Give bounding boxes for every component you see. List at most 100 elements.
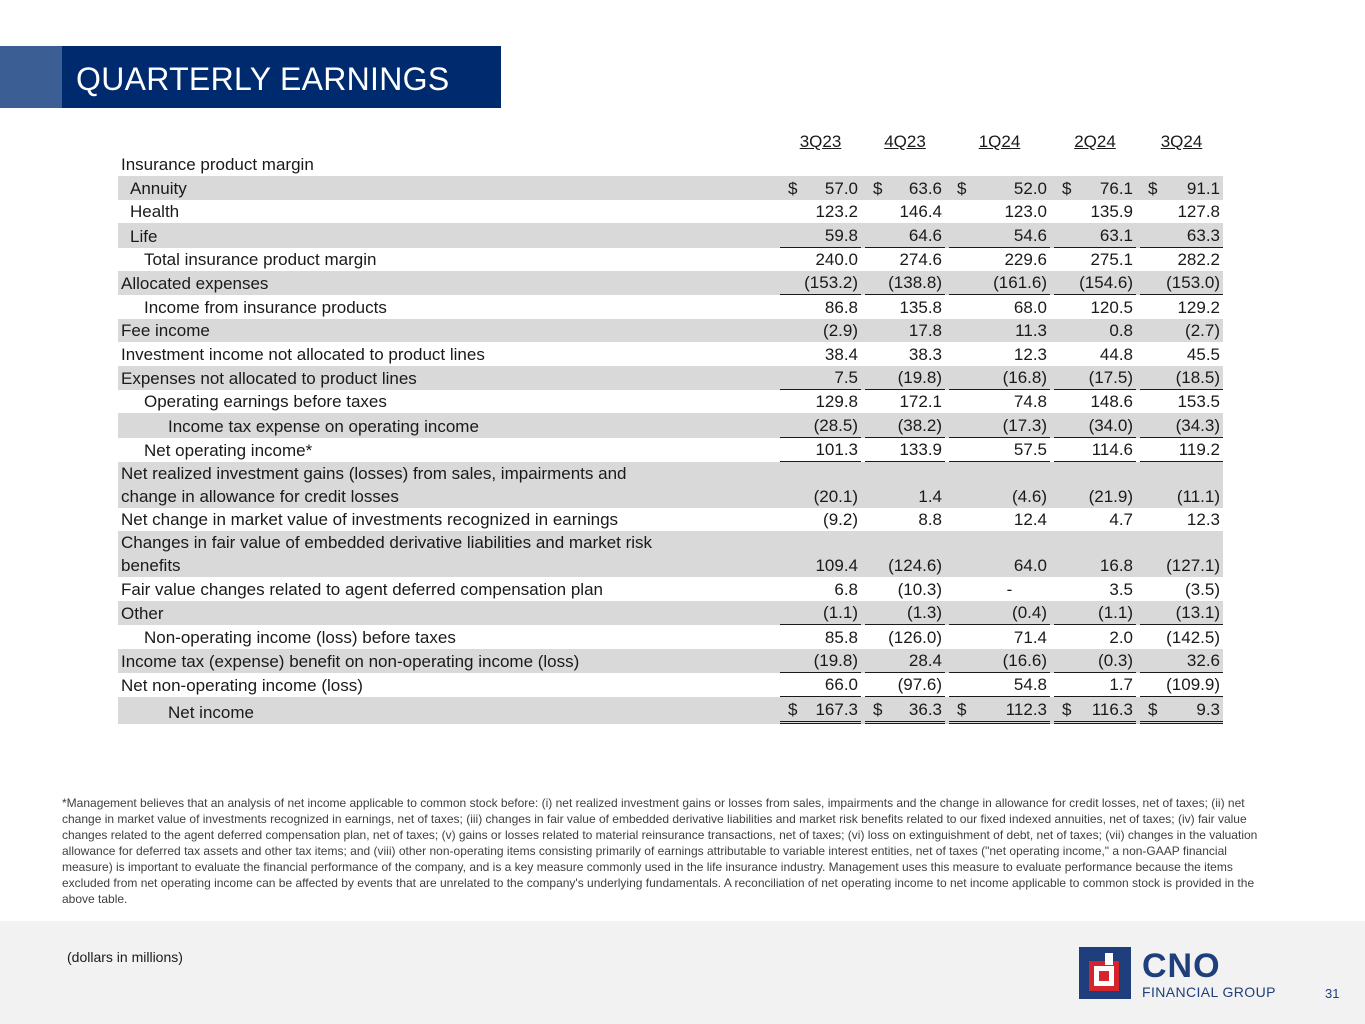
table-cell: 1.7	[1054, 673, 1136, 698]
table-cell: (34.3)	[1140, 413, 1223, 438]
row-label: Annuity	[118, 176, 780, 200]
table-cell: (16.6)	[949, 648, 1050, 674]
table-cell: (28.5)	[780, 413, 861, 438]
table-cell: (21.9)	[1054, 462, 1136, 509]
table-cell: $52.0	[949, 176, 1050, 200]
table-cell: (16.8)	[949, 365, 1050, 390]
table-row: Net change in market value of investment…	[118, 508, 1223, 531]
currency-symbol: $	[1062, 699, 1072, 719]
table-cell: 129.2	[1177, 297, 1220, 317]
table-cell: (1.1)	[1054, 600, 1136, 626]
table-cell: (10.3)	[897, 579, 942, 599]
table-cell: 123.2	[815, 202, 858, 222]
column-header: 2Q24	[1074, 132, 1116, 151]
title-block: QUARTERLY EARNINGS	[62, 46, 501, 108]
row-label: Income tax (expense) benefit on non-oper…	[118, 648, 780, 674]
currency-symbol: $	[873, 178, 883, 198]
table-row: Operating earnings before taxes 129.8 17…	[118, 390, 1223, 413]
table-cell: $9.3	[1140, 697, 1223, 724]
table-cell: 275.1	[1090, 249, 1133, 269]
page-title: QUARTERLY EARNINGS	[76, 61, 450, 97]
table-cell: 0.8	[1054, 318, 1136, 343]
table-cell: (161.6)	[949, 270, 1050, 296]
footnote: *Management believes that an analysis of…	[62, 796, 1258, 906]
table-row: Net realized investment gains (losses) f…	[118, 462, 1223, 509]
row-label: Total insurance product margin	[144, 249, 377, 269]
table-cell: $76.1	[1054, 176, 1136, 200]
table-cell: $57.0	[780, 176, 861, 200]
table-row: Total insurance product margin 240.0 274…	[118, 248, 1223, 271]
table-cell: 45.5	[1186, 344, 1220, 364]
row-label: Other	[118, 600, 780, 626]
table-cell: 44.8	[1099, 344, 1133, 364]
logo-subtitle: FINANCIAL GROUP	[1142, 984, 1276, 1000]
table-cell: 101.3	[780, 438, 861, 463]
table-cell: $112.3	[949, 697, 1050, 724]
table-cell: 274.6	[899, 249, 942, 269]
row-label: Net income	[118, 697, 780, 724]
table-row: Changes in fair value of embedded deriva…	[118, 531, 1223, 578]
table-cell: (127.1)	[1140, 531, 1223, 578]
currency-symbol: $	[1062, 178, 1072, 198]
table-cell: 2.0	[1109, 627, 1133, 647]
table-cell: (124.6)	[865, 531, 945, 578]
table-header-row: 3Q23 4Q23 1Q24 2Q24 3Q24	[118, 130, 1223, 153]
table-row: Net non-operating income (loss) 66.0 (97…	[118, 673, 1223, 698]
currency-symbol: $	[788, 178, 798, 198]
row-label: Investment income not allocated to produ…	[121, 344, 485, 364]
table-cell: $91.1	[1140, 176, 1223, 200]
table-cell: (153.2)	[780, 270, 861, 296]
column-header: 3Q24	[1160, 132, 1203, 151]
table-cell: 1.4	[865, 462, 945, 509]
table-row: Expenses not allocated to product lines …	[118, 365, 1223, 390]
table-cell: 119.2	[1140, 438, 1223, 463]
table-row: Other (1.1) (1.3) (0.4) (1.1) (13.1)	[118, 600, 1223, 626]
table-cell: 32.6	[1140, 648, 1223, 674]
row-label: Life	[118, 223, 780, 248]
table-cell: 3.5	[1109, 579, 1133, 599]
table-cell: 229.6	[1004, 249, 1047, 269]
currency-symbol: $	[873, 699, 883, 719]
table-cell: $167.3	[780, 697, 861, 724]
table-cell: (2.9)	[780, 318, 861, 343]
row-label: Fair value changes related to agent defe…	[121, 579, 603, 599]
table-cell: $36.3	[865, 697, 945, 724]
table-cell: 114.6	[1054, 438, 1136, 463]
table-row: Fee income (2.9) 17.8 11.3 0.8 (2.7)	[118, 318, 1223, 343]
table-cell: (126.0)	[888, 627, 942, 647]
table-cell: 153.5	[1177, 392, 1220, 412]
table-cell: 12.3	[1013, 344, 1047, 364]
row-label: Income tax expense on operating income	[118, 413, 780, 438]
table-cell: (109.9)	[1140, 673, 1223, 698]
currency-symbol: $	[788, 699, 798, 719]
table-row: Insurance product margin	[118, 153, 1223, 176]
table-cell: (0.3)	[1054, 648, 1136, 674]
table-row: Non-operating income (loss) before taxes…	[118, 625, 1223, 648]
row-label: Health	[130, 202, 180, 222]
table-cell: 17.8	[865, 318, 945, 343]
table-row: Investment income not allocated to produ…	[118, 342, 1223, 365]
table-cell: (142.5)	[1166, 627, 1220, 647]
earnings-table: 3Q23 4Q23 1Q24 2Q24 3Q24 Insurance produ…	[118, 130, 1223, 724]
table-cell: (19.8)	[865, 365, 945, 390]
row-label: Operating earnings before taxes	[144, 392, 387, 412]
table-cell: (18.5)	[1140, 365, 1223, 390]
page-number: 31	[1325, 986, 1340, 1001]
table-cell: (1.1)	[780, 600, 861, 626]
table-cell: 28.4	[865, 648, 945, 674]
column-header: 4Q23	[884, 132, 926, 151]
table-cell: 7.5	[780, 365, 861, 390]
table-cell: 63.3	[1140, 223, 1223, 248]
table-cell: (17.5)	[1054, 365, 1136, 390]
table-cell: (3.5)	[1185, 579, 1220, 599]
table-row: Annuity $57.0 $63.6 $52.0 $76.1 $91.1	[118, 176, 1223, 200]
table-cell: 64.6	[865, 223, 945, 248]
table-cell: 148.6	[1090, 392, 1133, 412]
table-row: Income from insurance products 86.8 135.…	[118, 295, 1223, 318]
table-cell: 74.8	[1013, 392, 1047, 412]
currency-symbol: $	[957, 178, 967, 198]
table-cell: 86.8	[824, 297, 858, 317]
table-cell: 54.6	[949, 223, 1050, 248]
table-cell: 133.9	[865, 438, 945, 463]
table-row: Net operating income* 101.3 133.9 57.5 1…	[118, 438, 1223, 463]
